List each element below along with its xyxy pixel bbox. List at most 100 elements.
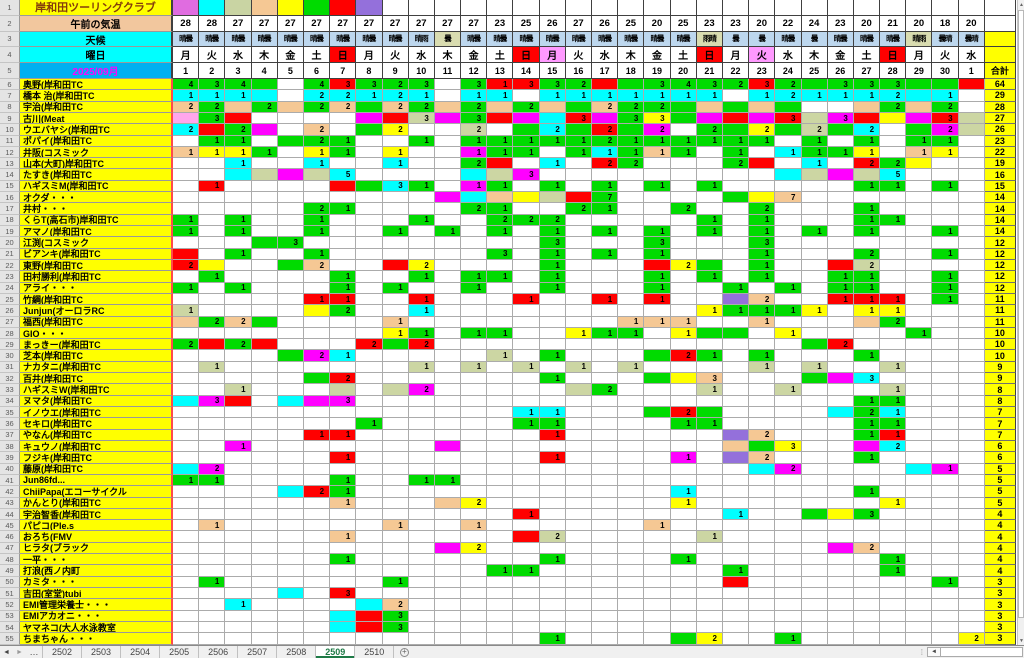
total-cell[interactable]: 5 (984, 463, 1016, 475)
attendance-cell[interactable] (880, 350, 907, 362)
attendance-cell[interactable] (487, 395, 514, 408)
attendance-cell[interactable] (356, 486, 383, 498)
attendance-cell[interactable] (670, 248, 697, 260)
day-of-week-cell[interactable]: 水 (775, 47, 802, 64)
attendance-cell[interactable]: 1 (487, 327, 514, 340)
day-of-week-cell[interactable]: 木 (434, 47, 462, 64)
attendance-cell[interactable] (487, 293, 514, 306)
attendance-cell[interactable] (251, 554, 278, 566)
attendance-cell[interactable] (434, 180, 462, 193)
attendance-cell[interactable] (618, 486, 645, 498)
row-number[interactable]: 14 (0, 169, 20, 181)
attendance-cell[interactable] (696, 259, 723, 272)
attendance-cell[interactable] (696, 327, 723, 340)
attendance-cell[interactable]: 1 (696, 305, 723, 317)
attendance-cell[interactable] (801, 463, 828, 475)
attendance-cell[interactable]: 1 (880, 180, 907, 193)
member-name-cell[interactable]: くらT(高石市)岸和田TC (20, 214, 173, 227)
attendance-cell[interactable] (749, 497, 776, 509)
attendance-cell[interactable] (513, 463, 540, 475)
attendance-cell[interactable] (801, 282, 828, 294)
day-of-week-cell[interactable]: 月 (539, 47, 566, 64)
attendance-cell[interactable] (775, 565, 802, 577)
attendance-cell[interactable]: 1 (853, 305, 881, 317)
legend-swatch-cell[interactable] (958, 0, 985, 16)
attendance-cell[interactable] (382, 361, 409, 374)
attendance-cell[interactable]: 1 (173, 282, 200, 294)
attendance-cell[interactable] (382, 452, 409, 464)
attendance-cell[interactable]: 3 (277, 237, 304, 249)
attendance-cell[interactable] (801, 350, 828, 362)
weather-cell[interactable]: 曇 (434, 31, 462, 48)
attendance-cell[interactable] (618, 418, 645, 430)
attendance-cell[interactable]: 1 (539, 226, 566, 238)
member-name-cell[interactable]: ヌマタ(岸和田TC (20, 395, 173, 408)
add-sheet-button[interactable]: + (394, 646, 414, 658)
attendance-cell[interactable]: 2 (670, 203, 697, 215)
attendance-cell[interactable] (461, 350, 488, 362)
total-cell[interactable]: 4 (984, 554, 1016, 566)
row-number[interactable]: 51 (0, 588, 20, 600)
attendance-cell[interactable] (932, 158, 959, 170)
attendance-cell[interactable]: 1 (225, 226, 252, 238)
attendance-cell[interactable] (408, 203, 435, 215)
row-number[interactable]: 18 (0, 214, 20, 227)
attendance-cell[interactable] (749, 621, 776, 634)
attendance-cell[interactable] (251, 599, 278, 611)
member-name-cell[interactable]: カミタ・・・ (20, 576, 173, 589)
attendance-cell[interactable]: 2 (330, 373, 357, 385)
attendance-cell[interactable] (853, 588, 881, 600)
attendance-cell[interactable] (775, 350, 802, 362)
attendance-cell[interactable] (749, 339, 776, 351)
attendance-cell[interactable]: 2 (749, 429, 776, 441)
attendance-cell[interactable] (853, 474, 881, 487)
total-cell[interactable]: 4 (984, 565, 1016, 577)
attendance-cell[interactable] (303, 180, 331, 193)
attendance-cell[interactable]: 1 (592, 90, 619, 102)
attendance-cell[interactable]: 1 (827, 90, 854, 102)
member-name-cell[interactable]: オクダ・・・ (20, 192, 173, 204)
attendance-cell[interactable] (330, 124, 357, 136)
attendance-cell[interactable]: 3 (199, 78, 226, 91)
temperature-cell[interactable]: 20 (749, 15, 776, 32)
attendance-cell[interactable] (277, 78, 304, 91)
attendance-cell[interactable]: 1 (225, 214, 252, 227)
attendance-cell[interactable] (408, 610, 435, 622)
attendance-cell[interactable] (618, 531, 645, 543)
row-number[interactable]: 27 (0, 316, 20, 328)
attendance-cell[interactable]: 1 (592, 146, 619, 159)
attendance-cell[interactable] (565, 588, 592, 600)
attendance-cell[interactable] (618, 395, 645, 408)
attendance-cell[interactable]: 2 (644, 124, 671, 136)
attendance-cell[interactable] (173, 395, 200, 408)
attendance-cell[interactable] (487, 169, 514, 181)
attendance-cell[interactable] (801, 101, 828, 113)
attendance-cell[interactable] (644, 192, 671, 204)
date-cell[interactable]: 25 (801, 63, 828, 79)
attendance-cell[interactable] (434, 486, 462, 498)
attendance-cell[interactable] (565, 271, 592, 283)
attendance-cell[interactable] (225, 452, 252, 464)
attendance-cell[interactable] (487, 531, 514, 543)
attendance-cell[interactable]: 1 (670, 554, 697, 566)
date-cell[interactable]: 11 (434, 63, 462, 79)
attendance-cell[interactable] (827, 226, 854, 238)
attendance-cell[interactable] (434, 214, 462, 227)
member-name-cell[interactable]: 山本(大町)岸和田TC (20, 158, 173, 170)
attendance-cell[interactable] (277, 112, 304, 125)
attendance-cell[interactable] (618, 339, 645, 351)
attendance-cell[interactable] (382, 508, 409, 521)
attendance-cell[interactable]: 2 (461, 542, 488, 555)
attendance-cell[interactable] (199, 497, 226, 509)
attendance-cell[interactable] (670, 373, 697, 385)
attendance-cell[interactable]: 1 (618, 361, 645, 374)
attendance-cell[interactable]: 1 (330, 474, 357, 487)
attendance-cell[interactable] (932, 327, 959, 340)
attendance-cell[interactable] (696, 542, 723, 555)
attendance-cell[interactable]: 4 (225, 78, 252, 91)
attendance-cell[interactable] (173, 373, 200, 385)
attendance-cell[interactable] (827, 316, 854, 328)
attendance-cell[interactable] (513, 282, 540, 294)
attendance-cell[interactable] (434, 531, 462, 543)
attendance-cell[interactable] (801, 440, 828, 453)
